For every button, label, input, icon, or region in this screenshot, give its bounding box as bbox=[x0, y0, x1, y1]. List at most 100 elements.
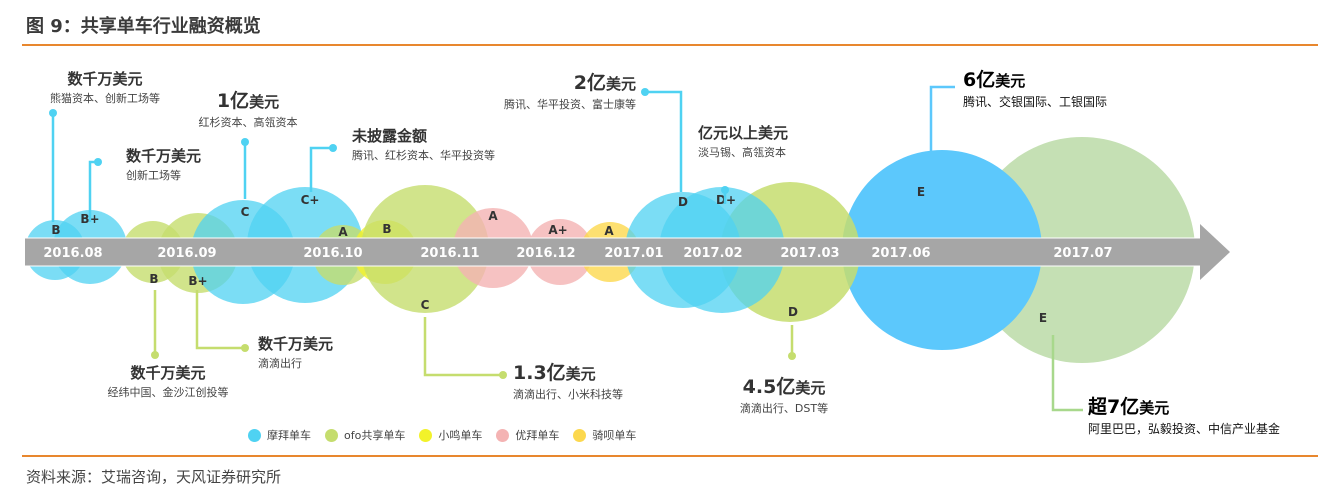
timeline-date-label: 2017.01 bbox=[604, 246, 663, 261]
timeline-date-label: 2016.09 bbox=[157, 246, 216, 261]
investors: 创新工场等 bbox=[126, 169, 181, 182]
legend-dot-icon bbox=[248, 428, 261, 442]
funding-amount: 未披露金额 bbox=[352, 125, 495, 146]
amount-value: 4.5亿 bbox=[742, 376, 796, 398]
round-label: B+ bbox=[188, 274, 207, 288]
funding-amount: 4.5亿美元 bbox=[734, 372, 834, 399]
round-label: E bbox=[1039, 311, 1047, 325]
funding-amount: 超7亿美元 bbox=[1088, 392, 1280, 419]
investors: 红杉资本、高瓴资本 bbox=[198, 116, 298, 129]
timeline-date-label: 2016.08 bbox=[43, 246, 102, 261]
timeline-bar bbox=[25, 238, 1202, 266]
connector-dot-icon bbox=[241, 344, 249, 352]
round-label: A bbox=[488, 209, 498, 223]
connector-dot-icon bbox=[94, 158, 102, 166]
amount-value: 数千万美元 bbox=[126, 147, 202, 165]
legend-item: 骑呗单车 bbox=[573, 427, 636, 443]
source-note: 资料来源：艾瑞咨询，天风证券研究所 bbox=[26, 468, 282, 486]
amount-value: 1亿 bbox=[216, 90, 250, 112]
connector-dot-icon bbox=[49, 109, 57, 117]
funding-amount: 数千万美元 bbox=[88, 362, 248, 383]
investors: 阿里巴巴，弘毅投资、中信产业基金 bbox=[1088, 422, 1281, 436]
connector-dot-icon bbox=[499, 371, 507, 379]
legend-dot-icon bbox=[325, 428, 338, 442]
funding-callout: 2亿美元腾讯、华平投资、富士康等 bbox=[494, 68, 636, 112]
funding-amount: 2亿美元 bbox=[494, 68, 636, 95]
round-label: D bbox=[678, 195, 688, 209]
timeline-date-label: 2017.06 bbox=[871, 246, 930, 261]
legend-item: 摩拜单车 bbox=[248, 427, 311, 443]
top-divider bbox=[22, 44, 1318, 46]
amount-value: 数千万美元 bbox=[130, 364, 206, 382]
connector-line bbox=[309, 146, 333, 192]
funding-callout: 数千万美元 滴滴出行 bbox=[258, 333, 333, 371]
round-label: E bbox=[917, 185, 925, 199]
connector-dot-icon bbox=[241, 138, 249, 146]
legend-label: 优拜单车 bbox=[515, 429, 560, 442]
funding-amount: 1亿美元 bbox=[193, 86, 303, 113]
funding-amount: 数千万美元 bbox=[258, 333, 333, 354]
timeline-date-label: 2017.07 bbox=[1053, 246, 1112, 261]
legend-label: 骑呗单车 bbox=[592, 429, 637, 442]
investors: 滴滴出行、小米科技等 bbox=[513, 388, 623, 401]
amount-value: 数千万美元 bbox=[258, 335, 334, 353]
amount-value: 2亿 bbox=[573, 72, 606, 94]
funding-callout: 4.5亿美元滴滴出行、DST等 bbox=[734, 372, 834, 416]
connector-dot-icon bbox=[641, 88, 649, 96]
investors: 熊猫资本、创新工场等 bbox=[50, 92, 160, 105]
funding-callout: 超7亿美元阿里巴巴，弘毅投资、中信产业基金 bbox=[1088, 392, 1280, 437]
amount-unit: 美元 bbox=[249, 93, 280, 111]
timeline-date-label: 2016.12 bbox=[516, 246, 575, 261]
connector-line bbox=[423, 317, 503, 377]
round-label: C bbox=[241, 205, 250, 219]
amount-unit: 美元 bbox=[795, 379, 826, 397]
funding-amount: 6亿美元 bbox=[963, 65, 1107, 92]
investors: 滴滴出行 bbox=[258, 357, 302, 370]
legend-dot-icon bbox=[573, 428, 587, 442]
investors: 滴滴出行、DST等 bbox=[739, 402, 829, 415]
funding-callout: 数千万美元创新工场等 bbox=[126, 145, 201, 183]
connector-line bbox=[929, 85, 955, 153]
funding-amount: 1.3亿美元 bbox=[513, 358, 623, 385]
bottom-divider bbox=[22, 455, 1318, 457]
connector-dot-icon bbox=[329, 144, 337, 152]
amount-unit: 美元 bbox=[565, 365, 596, 383]
timeline-arrow-icon bbox=[1200, 224, 1230, 280]
timeline-date-label: 2017.03 bbox=[780, 246, 839, 261]
amount-value: 未披露金额 bbox=[352, 127, 428, 145]
timeline-date-label: 2016.11 bbox=[420, 246, 479, 261]
legend-item: 小鸣单车 bbox=[419, 427, 482, 443]
legend-label: 小鸣单车 bbox=[438, 429, 483, 442]
legend-item: 优拜单车 bbox=[496, 427, 559, 443]
investors: 腾讯、交银国际、工银国际 bbox=[963, 95, 1108, 109]
connector-line bbox=[645, 90, 683, 192]
timeline-date-label: 2016.10 bbox=[303, 246, 362, 261]
funding-amount: 数千万美元 bbox=[126, 145, 201, 166]
round-label: A+ bbox=[548, 223, 567, 237]
connector-dot-icon bbox=[788, 352, 796, 360]
amount-value: 超7亿 bbox=[1088, 396, 1140, 418]
funding-amount: 数千万美元 bbox=[30, 68, 180, 89]
round-label: A bbox=[604, 224, 614, 238]
investors: 淡马锡、高瓴资本 bbox=[698, 146, 786, 159]
funding-callout: 未披露金额腾讯、红杉资本、华平投资等 bbox=[352, 125, 495, 163]
funding-callout: 1.3亿美元滴滴出行、小米科技等 bbox=[513, 358, 623, 402]
round-label: C+ bbox=[301, 193, 320, 207]
amount-unit: 美元 bbox=[1139, 399, 1170, 417]
legend-dot-icon bbox=[419, 428, 433, 442]
round-label: B bbox=[149, 272, 158, 286]
amount-value: 6亿 bbox=[963, 69, 996, 91]
investors: 腾讯、华平投资、富士康等 bbox=[504, 98, 636, 111]
funding-callout: 数千万美元熊猫资本、创新工场等 bbox=[30, 68, 180, 106]
round-label: A bbox=[338, 225, 348, 239]
investors: 腾讯、红杉资本、华平投资等 bbox=[352, 149, 495, 162]
funding-callout: 6亿美元腾讯、交银国际、工银国际 bbox=[963, 65, 1107, 110]
legend-item: ofo共享单车 bbox=[325, 427, 405, 443]
legend-dot-icon bbox=[496, 428, 510, 442]
amount-value: 数千万美元 bbox=[67, 70, 143, 88]
figure-title: 图 9：共享单车行业融资概览 bbox=[26, 16, 261, 37]
connector-dot-icon bbox=[151, 351, 159, 359]
timeline-date-label: 2017.02 bbox=[683, 246, 742, 261]
